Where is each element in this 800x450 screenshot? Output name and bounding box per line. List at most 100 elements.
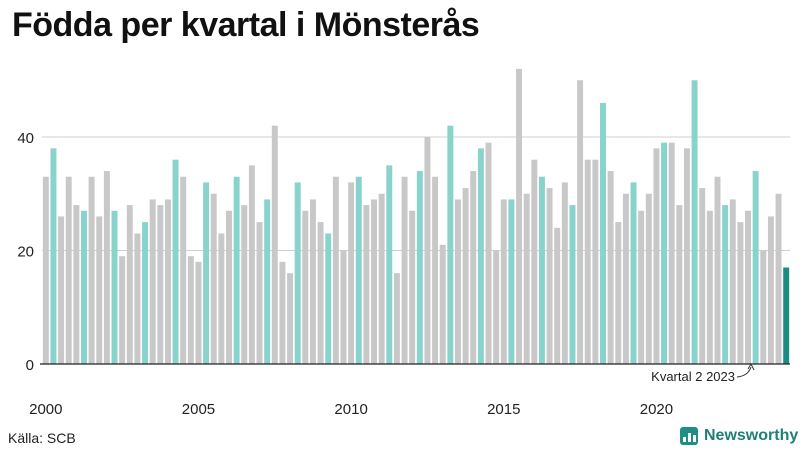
bar: [668, 142, 675, 364]
bar: [775, 193, 782, 364]
bar: [691, 80, 698, 364]
bar: [462, 188, 469, 364]
bar: [615, 222, 622, 364]
bar: [493, 250, 500, 364]
bar: [332, 176, 339, 364]
bar: [363, 205, 370, 364]
annotation-arrow: [736, 366, 752, 378]
bar: [233, 176, 240, 364]
bar: [348, 182, 355, 364]
bar: [88, 176, 95, 364]
bar: [752, 171, 759, 364]
bar: [126, 205, 133, 364]
bar: [767, 216, 774, 364]
bar: [42, 176, 49, 364]
bar: [340, 250, 347, 364]
bar: [432, 176, 439, 364]
bar: [447, 125, 454, 365]
bar: [622, 193, 629, 364]
bar: [737, 222, 744, 364]
y-tick-label: 0: [26, 357, 34, 374]
bar: [187, 256, 194, 364]
bar: [760, 250, 767, 364]
bar: [706, 210, 713, 364]
x-tick-label: 2015: [487, 401, 520, 418]
y-tick-label: 20: [17, 244, 34, 261]
bar: [470, 171, 477, 364]
y-tick-label: 40: [17, 130, 34, 147]
bar: [683, 148, 690, 364]
bar: [722, 205, 729, 364]
bar: [81, 210, 87, 364]
bar: [577, 80, 584, 364]
bar: [73, 205, 80, 364]
brand-name: Newsworthy: [704, 427, 799, 444]
bar: [302, 210, 309, 364]
bar: [439, 244, 446, 364]
bar: [638, 210, 645, 364]
bar: [119, 256, 126, 364]
bar: [294, 182, 301, 364]
bar: [546, 188, 553, 364]
bar: [783, 267, 790, 364]
annotation-arrowhead: [747, 362, 755, 371]
bar: [317, 222, 324, 364]
bar: [607, 171, 614, 364]
x-tick-label: 2010: [334, 401, 367, 418]
bar: [538, 176, 545, 364]
bar: [508, 199, 515, 364]
bar: [309, 199, 316, 364]
bar: [645, 193, 652, 364]
bar-chart-icon: [680, 427, 698, 445]
bar: [477, 148, 484, 364]
bar: [256, 222, 263, 364]
bar: [416, 171, 423, 364]
bar: [424, 137, 431, 364]
bar: [195, 261, 202, 364]
bar: [531, 159, 538, 364]
bar: [203, 182, 210, 364]
bar: [157, 205, 164, 364]
bar: [248, 165, 255, 364]
bar: [50, 148, 57, 364]
bar: [409, 210, 416, 364]
bar: [142, 222, 149, 364]
bar: [386, 165, 393, 364]
bar: [355, 176, 362, 364]
bar: [455, 199, 461, 364]
bar: [584, 159, 591, 364]
bar: [699, 188, 706, 364]
bar: [180, 176, 187, 364]
bar: [371, 199, 377, 364]
bar: [149, 199, 156, 364]
bar: [279, 261, 286, 364]
bar: [569, 205, 576, 364]
bar: [325, 233, 332, 364]
bar: [210, 193, 217, 364]
bar: [676, 205, 683, 364]
bar: [65, 176, 72, 364]
bar: [600, 102, 606, 364]
bar: [378, 193, 385, 364]
bar: [241, 205, 248, 364]
bar: [226, 210, 232, 364]
bar: [630, 182, 637, 364]
bar: [729, 199, 736, 364]
x-tick-label: 2005: [182, 401, 215, 418]
bar: [264, 199, 271, 364]
bar: [561, 182, 568, 364]
bar: [172, 159, 179, 364]
bar: [500, 199, 507, 364]
bar: [164, 199, 171, 364]
bar: [523, 193, 530, 364]
bar: [96, 216, 103, 364]
bar: [218, 233, 225, 364]
bar: [271, 125, 278, 365]
bar: [661, 142, 668, 364]
newsworthy-logo: Newsworthy: [680, 427, 798, 445]
bar: [401, 176, 408, 364]
chart-title: Födda per kvartal i Mönsterås: [12, 6, 480, 44]
bar: [592, 159, 599, 364]
x-tick-label: 2000: [29, 401, 62, 418]
